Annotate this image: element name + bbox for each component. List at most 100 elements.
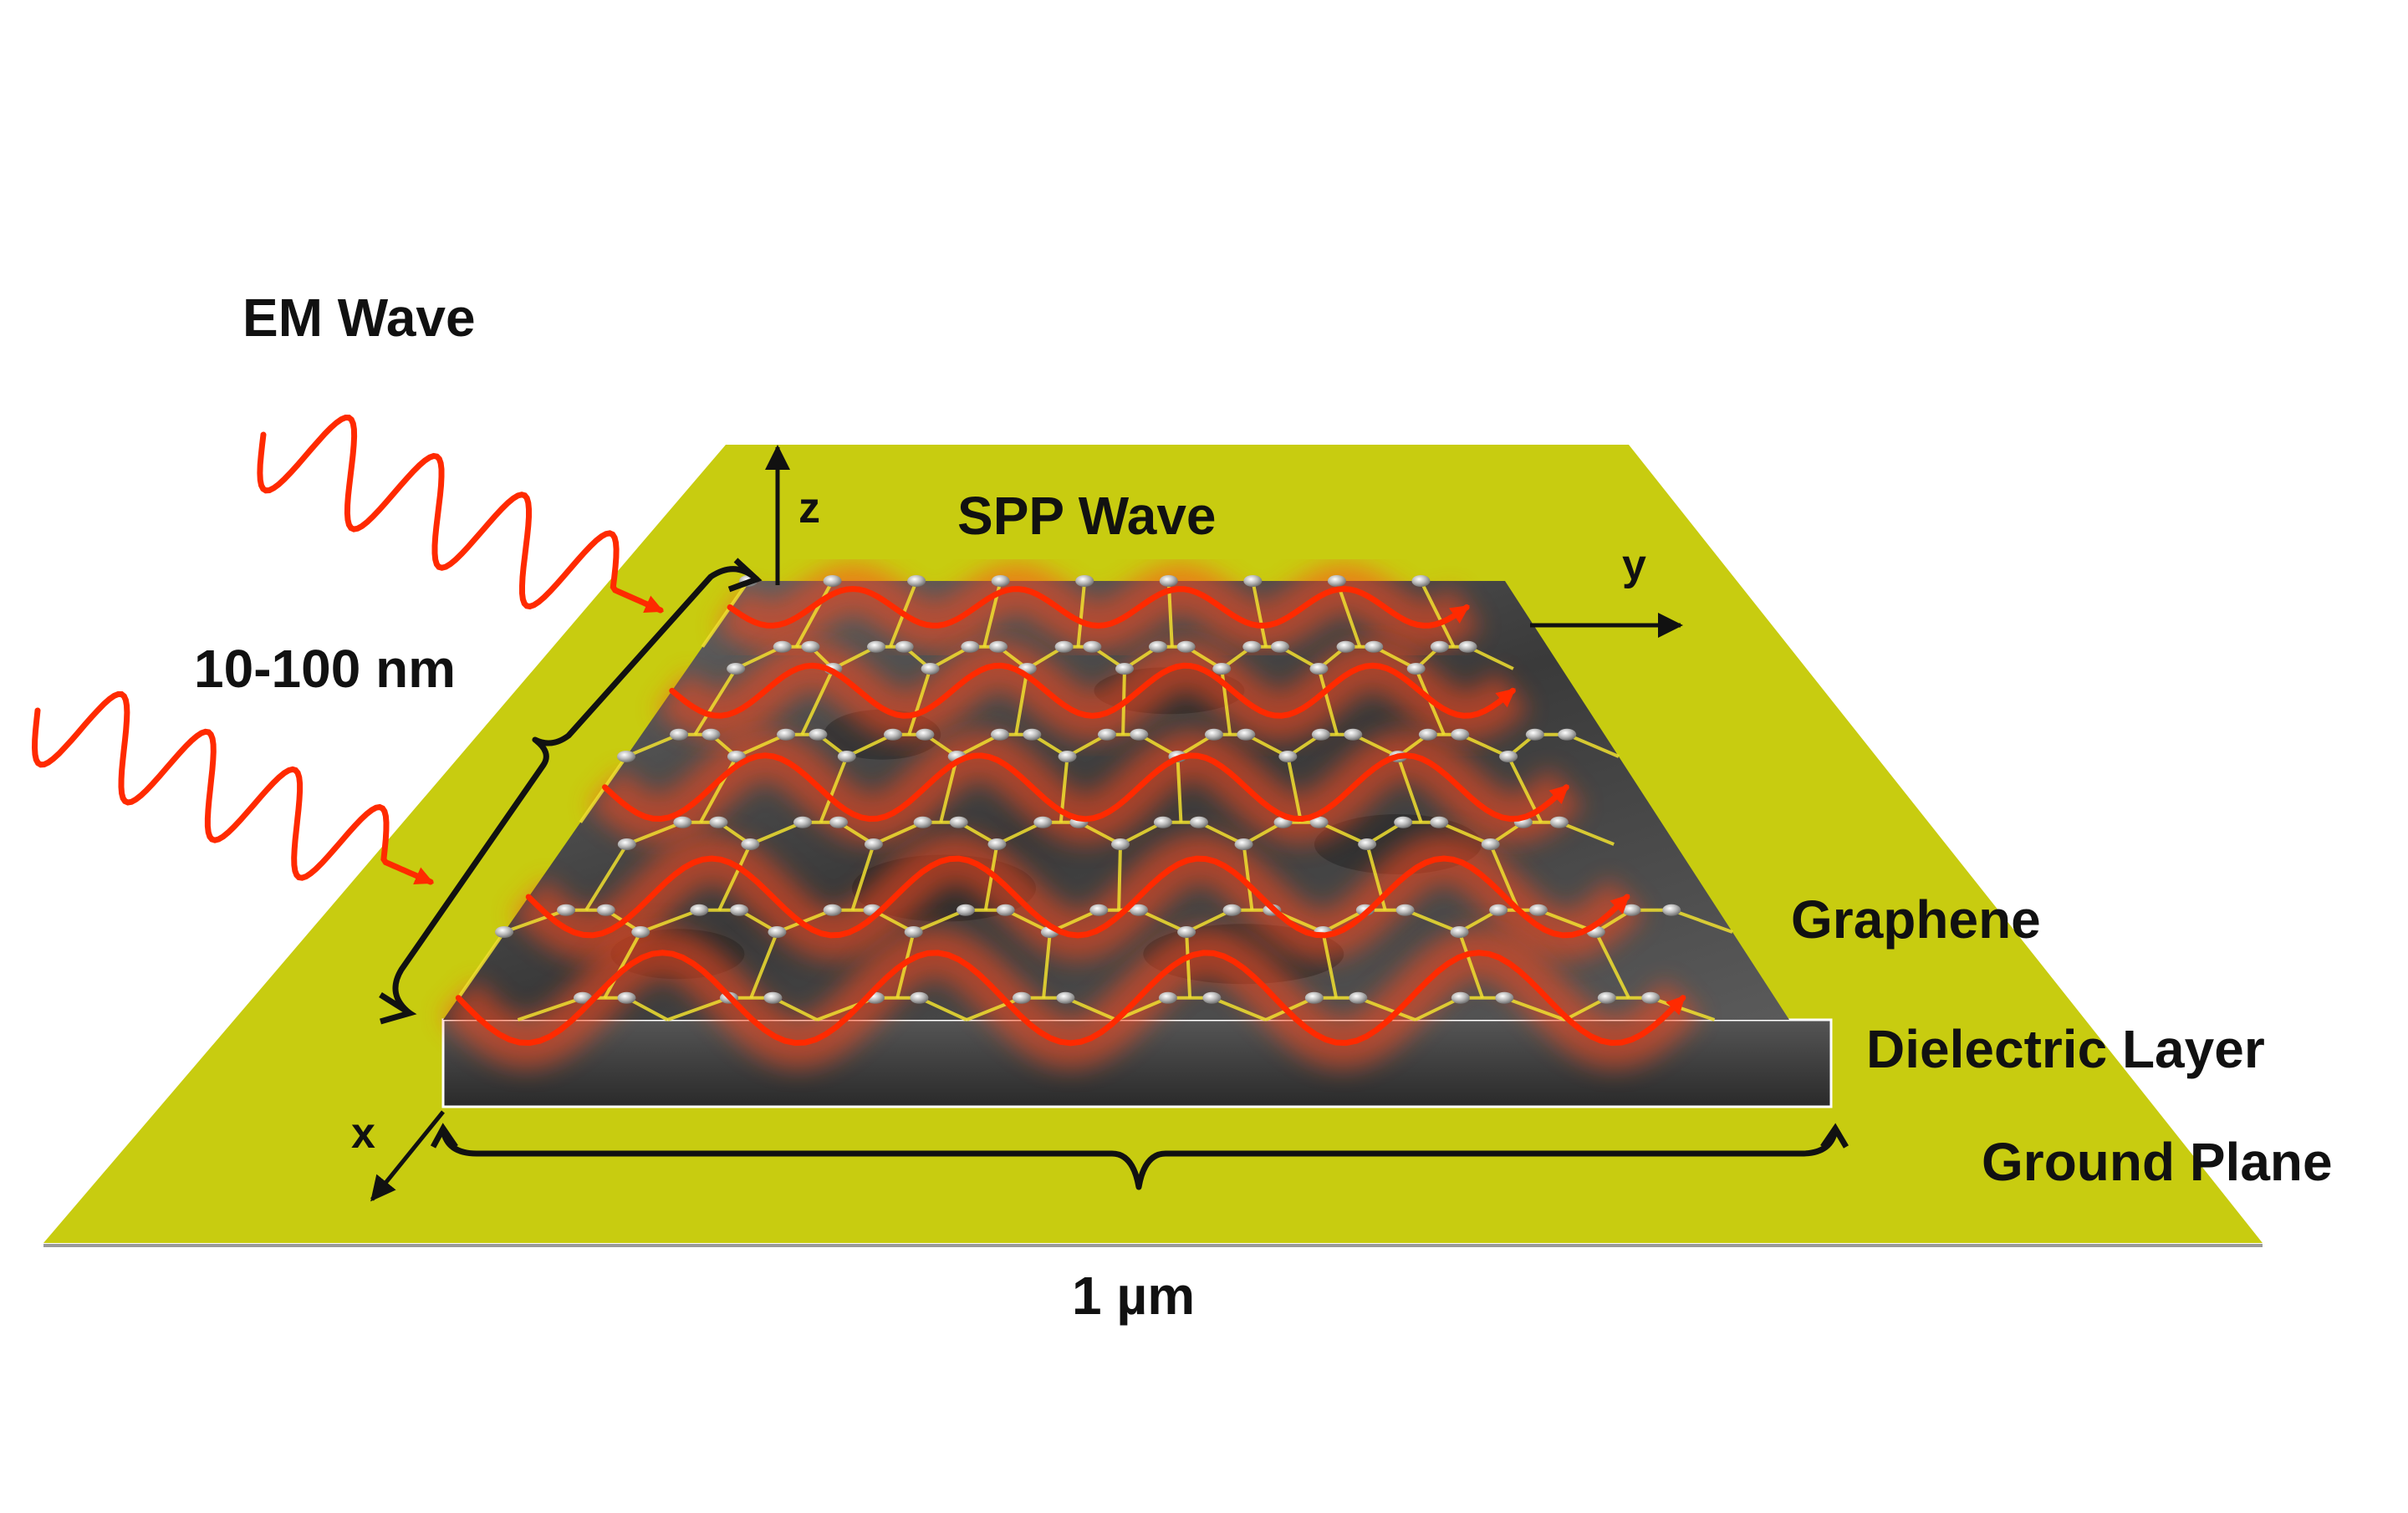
carbon-atom (1525, 728, 1544, 741)
spp-wave-arrow (525, 855, 1630, 939)
carbon-atom (1558, 728, 1577, 741)
carbon-atom (1458, 640, 1477, 653)
graphene-lattice (457, 575, 1733, 1021)
carbon-atom (631, 926, 650, 938)
lattice-bond (929, 644, 1028, 670)
carbon-atom (763, 991, 783, 1004)
x-axis-arrow (370, 1110, 445, 1202)
carbon-atom (1304, 991, 1324, 1004)
carbon-atom (1089, 904, 1109, 916)
carbon-atom (1212, 663, 1232, 675)
carbon-atom (1336, 640, 1355, 653)
carbon-atom (1159, 575, 1178, 587)
carbon-atom (1202, 991, 1222, 1004)
ground-plane-label: Ground Plane (1982, 1132, 2333, 1192)
lattice-bond (966, 996, 1117, 1021)
carbon-atom (1033, 816, 1053, 828)
carbon-atom (907, 575, 926, 587)
carbon-atom (573, 991, 592, 1004)
carbon-atom (557, 904, 576, 916)
lattice-bond (735, 644, 834, 670)
carbon-atom (1349, 991, 1368, 1004)
lattice-bond (1414, 996, 1566, 1021)
carbon-atom (793, 816, 812, 828)
carbon-atom (1097, 728, 1116, 741)
carbon-atom (777, 728, 796, 741)
carbon-atom (1189, 816, 1208, 828)
spp-wave-arrow (669, 662, 1516, 719)
lattice-bond (1594, 931, 1630, 999)
spp-wave-arrow (602, 752, 1569, 823)
lattice-bond (1120, 820, 1245, 846)
lattice-bond (749, 820, 875, 846)
lattice-bond (873, 820, 998, 846)
carbon-atom (1327, 575, 1346, 587)
carbon-atom (1597, 991, 1616, 1004)
carbon-atom (1058, 751, 1077, 762)
carbon-atom (1311, 728, 1330, 741)
carbon-atom (1622, 904, 1641, 916)
lattice-bond (1317, 668, 1339, 736)
carbon-atom (991, 575, 1010, 587)
lattice-bond (794, 580, 834, 648)
carbon-atom (1278, 751, 1298, 762)
carbon-atom (617, 838, 636, 850)
lattice-bond (912, 908, 1051, 934)
lattice-bond (701, 579, 750, 648)
lattice-bond (717, 843, 752, 911)
carbon-atom (1243, 575, 1263, 587)
lattice-bond (1117, 843, 1122, 910)
carbon-atom (690, 904, 709, 916)
lattice-bond (1176, 756, 1183, 823)
lattice-bond (1049, 908, 1187, 934)
lattice-bond (1366, 820, 1492, 846)
carbon-atom (1489, 904, 1508, 916)
carbon-atom (1418, 728, 1437, 741)
lattice-bond (1396, 756, 1423, 823)
lattice-bond (1221, 644, 1320, 670)
carbon-atom (1130, 904, 1149, 916)
carbon-atom (1242, 640, 1262, 653)
x-axis-label: x (351, 1109, 375, 1158)
spp-wave-label: SPP Wave (957, 486, 1217, 546)
carbon-atom (916, 728, 935, 741)
carbon-atom (768, 926, 787, 938)
carbon-atom (864, 838, 883, 850)
lattice-bond (1397, 732, 1509, 758)
carbon-atom (1365, 640, 1384, 653)
carbon-atom (773, 640, 792, 653)
lattice-bond (1242, 843, 1254, 910)
carbon-atom (1148, 640, 1167, 653)
carbon-atom (741, 838, 760, 850)
carbon-atom (996, 904, 1015, 916)
lattice-bond (1076, 580, 1087, 647)
thickness-brace-tip-top (727, 558, 763, 593)
carbon-atom (809, 728, 828, 741)
carbon-atom (1234, 838, 1253, 850)
carbon-atom (1641, 991, 1661, 1004)
carbon-atom (867, 640, 886, 653)
spp-wave-arrow (455, 950, 1686, 1047)
carbon-atom (1153, 816, 1172, 828)
lattice-bond (736, 732, 848, 758)
carbon-atom (673, 816, 692, 828)
carbon-atom (961, 640, 980, 653)
carbon-atom (987, 838, 1007, 850)
thickness-label: 10-100 nm (194, 639, 457, 699)
carbon-atom (1270, 640, 1289, 653)
lattice-bond (1186, 908, 1324, 934)
carbon-atom (1662, 904, 1681, 916)
width-brace-tip-left (430, 1123, 458, 1149)
lattice-bond (1066, 732, 1179, 758)
carbon-atom (1549, 816, 1569, 828)
lattice-bond (1176, 732, 1289, 758)
lattice-bond (584, 843, 629, 911)
carbon-atom (709, 816, 728, 828)
width-brace-tip-right (1820, 1123, 1849, 1149)
carbon-atom (596, 904, 615, 916)
lattice-bond (939, 756, 959, 823)
carbon-atom (1430, 640, 1449, 653)
lattice-bond (816, 996, 967, 1021)
carbon-atom (727, 751, 746, 762)
